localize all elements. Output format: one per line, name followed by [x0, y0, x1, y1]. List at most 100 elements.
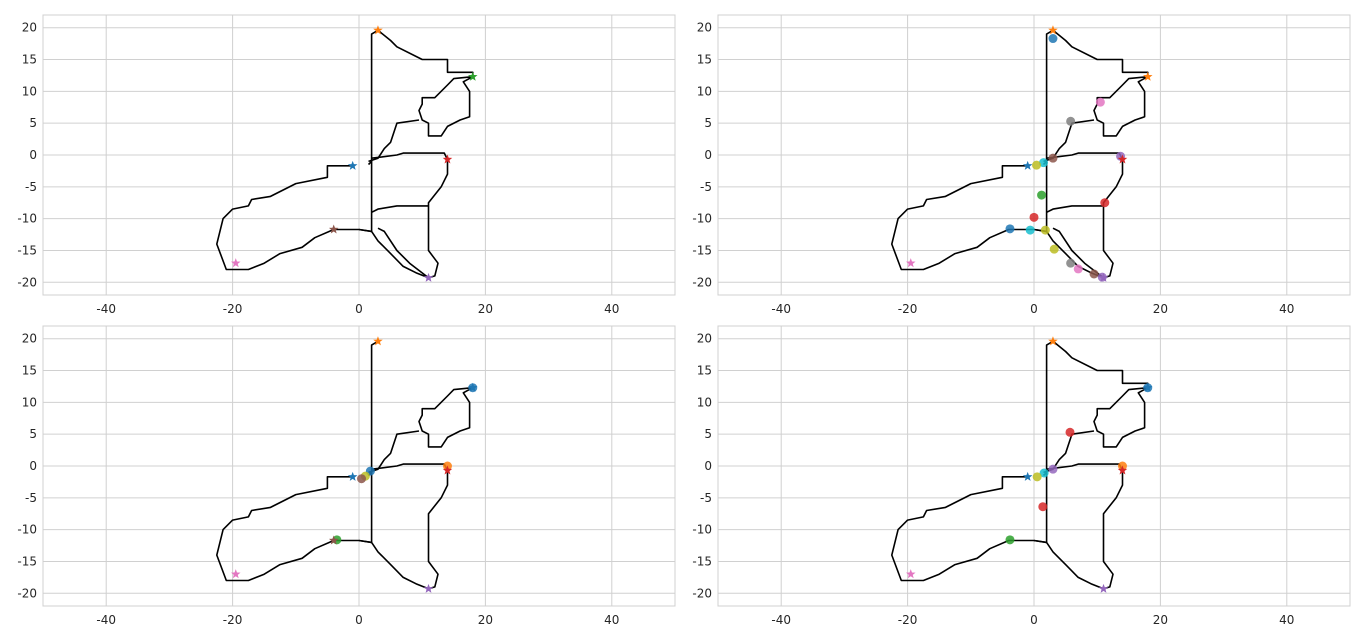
star-marker [1117, 465, 1128, 475]
route-network [891, 340, 1149, 590]
data-point [1029, 212, 1039, 222]
route-line [418, 386, 474, 448]
star-marker [468, 71, 478, 81]
route-line [1093, 386, 1149, 448]
y-tick-label: 5 [704, 116, 712, 130]
route-line [1052, 340, 1149, 388]
data-point [1032, 472, 1042, 482]
y-tick-label: 0 [29, 459, 37, 473]
star-marker [1048, 25, 1058, 35]
y-tick-label: -20 [17, 586, 37, 600]
y-tick-label: 20 [22, 332, 37, 346]
data-point [357, 474, 367, 484]
route-line [371, 205, 429, 214]
star-marker [231, 258, 241, 268]
data-point [1005, 224, 1015, 234]
x-tick-label: -20 [223, 613, 243, 627]
y-tick-label: 0 [29, 148, 37, 162]
subplot-top-left: -40 -20 0 20 40 -20 -15 -10 -5 0 5 10 15 20 [17, 14, 676, 316]
x-tick-label: 20 [1153, 302, 1168, 316]
route-line [891, 165, 1047, 271]
star-marker [1048, 336, 1058, 346]
y-tick-label: -10 [692, 523, 712, 537]
data-point [1037, 190, 1047, 200]
route-line [1052, 29, 1149, 77]
y-tick-label: -20 [17, 275, 37, 289]
data-point [1032, 160, 1042, 170]
star-marker [906, 258, 916, 268]
star-marker [328, 224, 339, 234]
x-tick-label: -40 [771, 613, 791, 627]
y-tick-label: -5 [25, 180, 37, 194]
y-tick-label: -5 [25, 491, 37, 505]
route-line [216, 476, 372, 582]
route-line [418, 75, 474, 137]
y-tick-label: 5 [704, 427, 712, 441]
x-tick-label: 20 [1153, 613, 1168, 627]
data-point [1066, 258, 1076, 268]
plot-frame [42, 14, 676, 296]
grid-lines [718, 15, 1350, 295]
star-marker [1022, 160, 1033, 170]
data-point [1039, 468, 1049, 478]
route-line [216, 165, 372, 271]
route-line [1033, 470, 1124, 590]
star-marker [1098, 272, 1109, 282]
x-tick-label: 40 [1279, 613, 1294, 627]
star-marker [906, 569, 916, 579]
y-tick-label: -10 [17, 523, 37, 537]
plot-frame [717, 14, 1351, 296]
plot-frame [42, 325, 676, 607]
y-tick-label: 20 [697, 21, 712, 35]
star-marker [1098, 583, 1109, 593]
star-marker [231, 569, 241, 579]
star-marker [1117, 154, 1128, 164]
x-tick-label: 0 [1030, 613, 1038, 627]
route-line [368, 119, 420, 163]
data-point [1048, 464, 1058, 474]
y-tick-label: -5 [700, 180, 712, 194]
data-point [1065, 427, 1075, 437]
x-tick-label: 40 [604, 613, 619, 627]
data-point [1100, 198, 1110, 208]
y-tick-label: 15 [22, 364, 37, 378]
data-point [1095, 97, 1105, 107]
y-tick-label: 10 [22, 395, 37, 409]
route-line [1052, 227, 1104, 279]
y-tick-label: 15 [22, 53, 37, 67]
subplot-bottom-right: -40 -20 0 20 40 -20 -15 -10 -5 0 5 10 15 20 [692, 325, 1351, 627]
route-line [1042, 340, 1054, 477]
route-line [1042, 29, 1054, 166]
route-line [358, 470, 449, 590]
y-tick-label: 20 [697, 332, 712, 346]
route-line [368, 430, 420, 474]
y-tick-label: 15 [697, 53, 712, 67]
data-point [1048, 153, 1058, 163]
y-tick-label: -5 [700, 491, 712, 505]
star-marker [1143, 382, 1153, 392]
star-marker [1143, 71, 1153, 81]
star-marker [373, 25, 383, 35]
y-tick-label: -20 [692, 275, 712, 289]
x-tick-label: -40 [771, 302, 791, 316]
chart-svg: -40 -20 0 20 40 -20 -15 -10 -5 0 5 10 15 20 [692, 325, 1351, 627]
star-marker [442, 154, 453, 164]
y-tick-label: 5 [29, 427, 37, 441]
data-point [1048, 34, 1058, 44]
y-tick-label: -15 [692, 554, 712, 568]
star-marker [347, 471, 358, 481]
route-line [1033, 159, 1124, 279]
y-tick-label: -15 [692, 243, 712, 257]
x-tick-label: 40 [1279, 302, 1294, 316]
route-line [367, 29, 379, 166]
route-line [371, 152, 449, 160]
star-marker [442, 465, 453, 475]
subplot-bottom-left: -40 -20 0 20 40 -20 -15 -10 -5 0 5 10 15 20 [17, 325, 676, 627]
x-tick-label: 0 [1030, 302, 1038, 316]
data-point [1066, 116, 1076, 126]
data-point [1038, 158, 1048, 168]
route-line [377, 227, 429, 279]
route-line [1046, 205, 1104, 214]
y-tick-label: 10 [697, 395, 712, 409]
plot-frame [717, 325, 1351, 607]
